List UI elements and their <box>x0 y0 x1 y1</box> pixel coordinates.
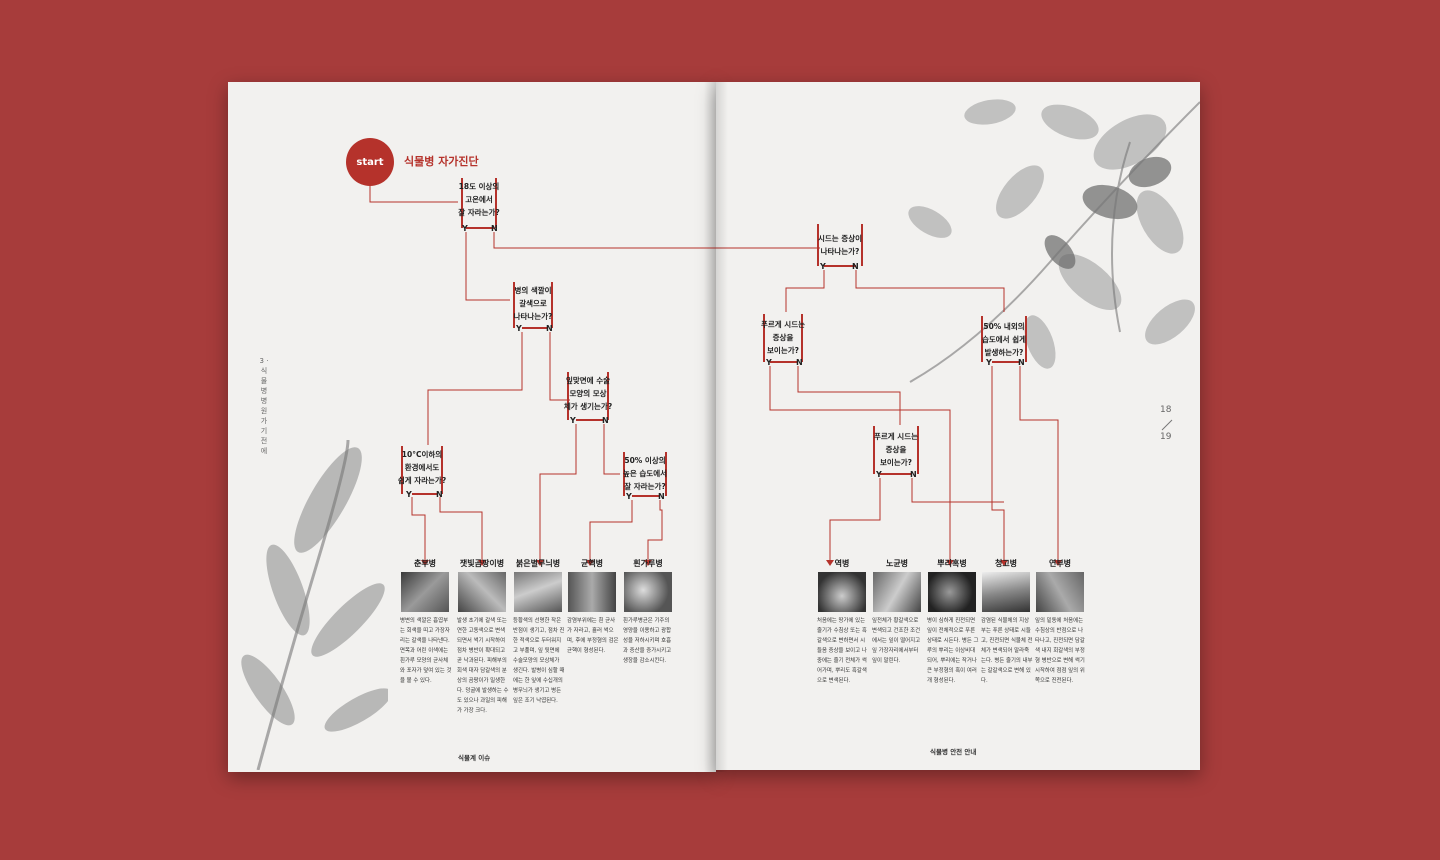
side-label: 3 · 식물병 병원 가기 전에 <box>259 357 269 455</box>
no-label: N <box>658 492 665 501</box>
disease-name: 노균병 <box>885 559 909 568</box>
start-badge: start <box>346 138 394 186</box>
disease-photo <box>514 572 562 612</box>
disease-photo <box>873 572 921 612</box>
disease-name: 붉은별무늬병 <box>515 559 561 568</box>
disease-photo <box>928 572 976 612</box>
disease-description: 잎전체가 황갈색으로 변색되고 건조한 조건에서는 잎이 떨어지고 잎 가장자리… <box>872 618 921 664</box>
disease-photo <box>982 572 1030 612</box>
question-q2: 병의 색깔이 갈색으로 나타나는가? <box>513 286 553 321</box>
yes-label: Y <box>986 358 992 367</box>
disease-description: 흰가루병균은 기주의 영양을 이용하고 광합성을 저하시키며 호흡과 증산을 증… <box>623 618 672 664</box>
disease-name: 청고병 <box>994 559 1018 568</box>
question-q8: 50% 내외의 습도에서 쉽게 발생하는가? <box>981 322 1026 357</box>
disease-description: 등황색의 선명한 작은 반점이 생기고, 점차 진한 적색으로 두터워지고 부풀… <box>513 618 565 704</box>
disease-description: 감염부위에는 흰 균사가 자라고, 흘러 썩으며, 후에 부정형의 검은 균핵이… <box>567 618 619 654</box>
disease-description: 처음에는 땅가에 있는 줄기가 수침상 또는 흑갈색으로 변하면서 시들음 증상… <box>817 618 867 684</box>
disease-name: 균핵병 <box>580 559 604 568</box>
yes-label: Y <box>876 470 882 479</box>
yes-label: Y <box>766 358 772 367</box>
no-label: N <box>436 490 443 499</box>
disease-description: 병변의 색깔은 흡엽부는 회색을 띠고 가장자리는 갈색을 나타낸다. 면목과 … <box>400 618 452 684</box>
disease-photo <box>1036 572 1084 612</box>
disease-photo <box>568 572 616 612</box>
question-q3: 잎맞면에 수술 모양의 모상 체가 생기는가? <box>563 376 613 411</box>
disease-name: 뿌리혹병 <box>937 559 967 568</box>
footer-right: 식물병 안전 안내 <box>930 748 977 756</box>
disease-description: 병이 심하게 진전되면 잎이 전체적으로 푸른 상태로 시든다. 병든 그루의 … <box>927 618 979 684</box>
disease-name: 흰가루병 <box>633 559 663 568</box>
foliage-illustration <box>908 99 1200 383</box>
disease-description: 발생 초기에 갈색 또는 연한 고동색으로 변색되면서 썩기 시작하여 점차 병… <box>457 618 509 714</box>
yes-label: Y <box>570 416 576 425</box>
yes-label: Y <box>626 492 632 501</box>
disease-photo <box>401 572 449 612</box>
page-number-divider <box>1161 419 1173 431</box>
page-number-right: 19 <box>1160 432 1172 442</box>
plant-illustration <box>241 440 388 770</box>
no-label: N <box>796 358 803 367</box>
yes-label: Y <box>462 224 468 233</box>
question-q7: 푸르게 시드는 증상을 보이는가? <box>760 320 805 355</box>
disease-photo <box>458 572 506 612</box>
yes-label: Y <box>820 262 826 271</box>
left-page <box>228 82 716 772</box>
disease-name: 춘부병 <box>413 559 437 568</box>
no-label: N <box>910 470 917 479</box>
footer-left: 식물계 이슈 <box>458 754 491 762</box>
question-q4: 10°C이하의 환경에서도 쉽게 자라는가? <box>397 450 447 485</box>
disease-description: 감염된 식물체의 지상부는 푸른 상태로 시들고, 진전되면 식물체 전체가 변… <box>981 618 1033 684</box>
yes-label: Y <box>406 490 412 499</box>
no-label: N <box>546 324 553 333</box>
disease-name: 잿빛곰팡이병 <box>459 559 505 568</box>
question-q1: 18도 이상의 고온에서 잘 자라는가? <box>458 182 500 217</box>
no-label: N <box>602 416 609 425</box>
start-label: start <box>356 156 384 168</box>
page-number-left: 18 <box>1160 405 1172 415</box>
page-title: 식물병 자가진단 <box>404 155 479 168</box>
question-q6: 시드는 증상이 나타나는가? <box>817 234 862 256</box>
question-q5: 50% 이상의 높은 습도에서 잘 자라는가? <box>622 456 667 491</box>
disease-description: 잎의 밑동에 처음에는 수침상의 반점으로 나타나고, 진전되면 담갈색 내지 … <box>1035 618 1085 684</box>
disease-photo <box>818 572 866 612</box>
disease-photo <box>624 572 672 612</box>
question-q9: 푸르게 시드는 증상을 보이는가? <box>873 432 918 467</box>
yes-label: Y <box>516 324 522 333</box>
disease-name: 역병 <box>834 559 850 568</box>
disease-name: 연부병 <box>1048 559 1072 568</box>
no-label: N <box>1018 358 1025 367</box>
no-label: N <box>852 262 859 271</box>
no-label: N <box>491 224 498 233</box>
